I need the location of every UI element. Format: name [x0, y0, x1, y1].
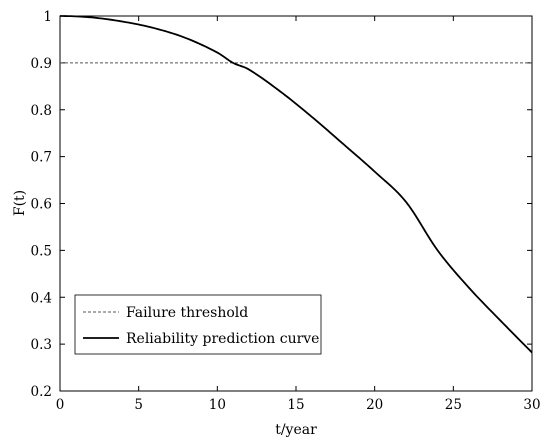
x-tick-label: 25 — [445, 397, 462, 413]
y-tick-label: 0.7 — [31, 150, 52, 166]
legend: Failure threshold Reliability prediction… — [74, 294, 322, 355]
y-tick-label: 0.3 — [31, 337, 52, 353]
x-tick-label: 30 — [523, 397, 540, 413]
y-tick-label: 0.2 — [31, 384, 52, 400]
y-tick-label: 1 — [43, 9, 52, 25]
y-axis-ticks: 0.2 0.3 0.4 0.5 0.6 0.7 0.8 0.9 1 — [31, 9, 532, 400]
legend-label-failure-threshold: Failure threshold — [126, 305, 248, 321]
series-layer — [59, 15, 533, 354]
y-axis-label: F(t) — [12, 190, 28, 216]
y-tick-label: 0.5 — [31, 243, 52, 259]
x-axis-label: t/year — [275, 422, 317, 438]
x-tick-label: 15 — [287, 397, 304, 413]
x-tick-label: 10 — [209, 397, 226, 413]
x-tick-label: 0 — [56, 397, 65, 413]
x-axis-ticks: 0 5 10 15 20 25 30 — [56, 16, 541, 413]
legend-label-reliability-curve: Reliability prediction curve — [126, 331, 319, 347]
y-tick-label: 0.4 — [31, 290, 52, 306]
x-tick-label: 5 — [134, 397, 143, 413]
x-tick-label: 20 — [366, 397, 383, 413]
legend-box — [74, 294, 322, 355]
y-tick-label: 0.9 — [31, 56, 52, 72]
y-tick-label: 0.6 — [31, 197, 52, 213]
y-tick-label: 0.8 — [31, 103, 52, 119]
reliability-prediction-curve — [59, 15, 533, 354]
